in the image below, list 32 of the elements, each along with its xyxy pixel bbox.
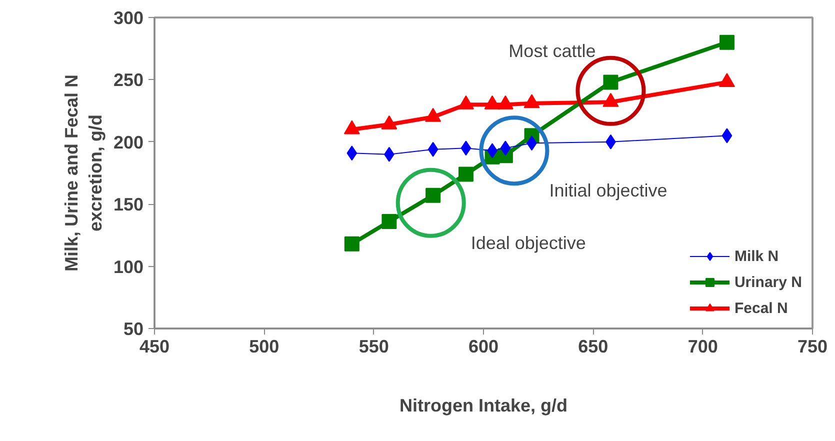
point [722, 128, 732, 144]
x-tick-label: 750 [797, 336, 828, 356]
x-tick-label: 600 [468, 336, 499, 356]
point [460, 140, 472, 156]
x-tick-label: 500 [249, 336, 280, 356]
legend-label: Urinary N [734, 274, 802, 290]
point [428, 142, 438, 157]
annotation: Initial objective [549, 180, 668, 201]
y-tick-label: 150 [113, 194, 144, 215]
point [719, 34, 734, 50]
x-tick-label: 650 [578, 336, 608, 356]
annotation: Most cattle [508, 40, 596, 61]
point [426, 188, 441, 203]
point [500, 140, 511, 156]
x-tick-label: 700 [688, 336, 718, 356]
point [603, 74, 618, 90]
point [382, 214, 397, 230]
y-tick-label: 250 [113, 70, 144, 90]
y-tick-label: 300 [113, 8, 144, 28]
point [344, 236, 360, 252]
x-tick-label: 450 [139, 336, 170, 356]
y-tick-label: 200 [113, 132, 144, 152]
x-tick-label: 550 [358, 336, 389, 356]
legend-label: Fecal N [734, 300, 788, 316]
x-axis-title: Nitrogen Intake, g/d [399, 396, 568, 416]
point [458, 166, 474, 182]
y-tick-label: 100 [113, 256, 144, 277]
y-axis-title: Milk, Urine and Fecal N excretion, g/d [61, 74, 106, 272]
point [346, 146, 358, 161]
y-tick-label: 50 [123, 319, 144, 339]
legend-label: Milk N [734, 248, 779, 264]
annotation: Ideal objective [470, 232, 586, 253]
